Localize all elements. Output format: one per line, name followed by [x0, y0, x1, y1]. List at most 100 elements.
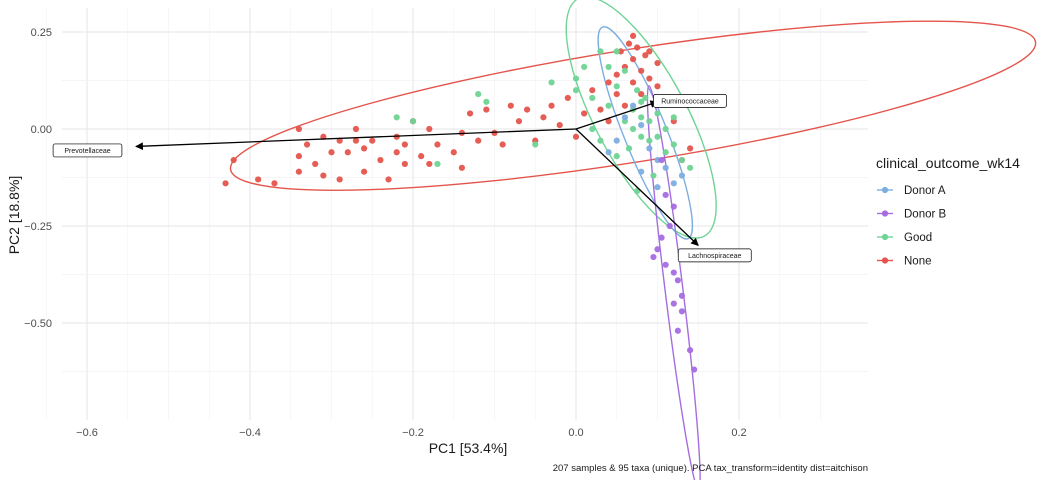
- legend-title: clinical_outcome_wk14: [876, 155, 1020, 171]
- point-none: [434, 141, 441, 148]
- point-donor-b: [650, 253, 657, 261]
- point-none: [426, 125, 433, 133]
- point-none: [361, 168, 368, 175]
- point-donor-b: [678, 292, 686, 299]
- point-none: [638, 90, 645, 98]
- point-none: [629, 79, 637, 86]
- loading-label: Prevotellaceae: [52, 143, 123, 158]
- x-tick-label: 0.0: [568, 427, 583, 439]
- point-none: [295, 125, 302, 133]
- point-none: [255, 176, 262, 183]
- point-none: [642, 52, 649, 59]
- point-donor-b: [654, 246, 661, 253]
- ellipse-none: [229, 20, 1037, 191]
- point-donor-b: [658, 234, 665, 241]
- point-donor-a: [662, 164, 669, 171]
- point-good: [613, 83, 620, 90]
- point-none: [589, 87, 596, 94]
- point-donor-a: [605, 149, 612, 156]
- point-good: [434, 160, 441, 168]
- point-donor-b: [678, 308, 686, 315]
- point-none: [581, 110, 588, 117]
- legend-key-dot: [881, 233, 889, 241]
- point-none: [605, 118, 612, 125]
- x-tick-label: −0.4: [239, 427, 261, 439]
- point-good: [597, 137, 604, 144]
- loading-label-text: Ruminococcaceae: [661, 98, 719, 105]
- legend-key-dot: [881, 210, 889, 217]
- point-none: [393, 149, 400, 156]
- point-donor-b: [662, 191, 669, 199]
- point-good: [589, 94, 596, 102]
- grid: [45, 8, 868, 420]
- point-good: [654, 133, 661, 140]
- point-good: [393, 114, 400, 121]
- point-good: [638, 98, 645, 105]
- point-none: [303, 141, 311, 148]
- point-donor-b: [670, 203, 677, 210]
- point-good: [625, 145, 633, 152]
- legend-item: Donor A: [877, 185, 946, 197]
- legend-label: Donor B: [904, 209, 947, 221]
- point-donor-a: [638, 168, 645, 175]
- point-donor-b: [687, 347, 694, 354]
- loading-label: Ruminococcaceae: [653, 93, 727, 108]
- point-good: [634, 87, 641, 94]
- point-none: [654, 59, 661, 67]
- point-none: [344, 149, 351, 156]
- point-good: [532, 141, 539, 148]
- point-none: [320, 172, 327, 179]
- point-none: [385, 176, 392, 183]
- point-none: [336, 176, 343, 183]
- point-none: [613, 71, 620, 78]
- point-good: [638, 114, 645, 121]
- point-good: [483, 98, 490, 105]
- point-good: [678, 156, 686, 164]
- point-donor-a: [670, 180, 677, 187]
- point-donor-a: [613, 137, 620, 144]
- point-none: [548, 102, 555, 109]
- loading-label-text: Prevotellaceae: [64, 148, 110, 155]
- point-none: [271, 180, 278, 187]
- legend-items: Donor A Donor B Good None: [877, 185, 947, 268]
- point-none: [605, 79, 612, 86]
- point-none: [230, 156, 237, 164]
- x-axis-title: PC1 [53.4%]: [429, 440, 508, 456]
- point-none: [466, 110, 474, 117]
- point-good: [638, 133, 645, 140]
- point-donor-b: [670, 269, 677, 276]
- legend-label: Donor A: [904, 185, 946, 197]
- loading-label-box: [653, 93, 727, 108]
- point-good: [548, 79, 555, 86]
- point-good: [581, 63, 588, 71]
- point-none: [352, 125, 360, 133]
- point-none: [475, 137, 482, 144]
- point-none: [646, 75, 653, 82]
- loading-label-box: [677, 248, 752, 263]
- point-donor-b: [674, 327, 681, 334]
- point-good: [662, 149, 669, 156]
- legend: clinical_outcome_wk14 Donor A Donor B Good…: [876, 155, 1020, 268]
- point-good: [646, 137, 653, 144]
- point-donor-b: [662, 261, 669, 268]
- point-none: [361, 145, 368, 152]
- point-none: [328, 149, 335, 156]
- legend-key-dot: [881, 257, 889, 264]
- loading-label-text: Lachnospiraceae: [688, 253, 741, 260]
- point-good: [650, 172, 657, 179]
- point-good: [572, 75, 580, 82]
- legend-key-dot: [881, 186, 889, 194]
- point-none: [524, 106, 531, 113]
- ellipse-donor-b: [646, 85, 701, 480]
- point-none: [629, 32, 637, 39]
- point-none: [458, 164, 465, 171]
- point-good: [613, 48, 620, 55]
- point-good: [597, 48, 604, 55]
- legend-label: Good: [904, 232, 932, 244]
- point-donor-b: [658, 156, 665, 164]
- point-good: [687, 164, 694, 171]
- point-donor-a: [646, 145, 653, 152]
- point-none: [418, 153, 425, 160]
- point-good: [670, 114, 677, 121]
